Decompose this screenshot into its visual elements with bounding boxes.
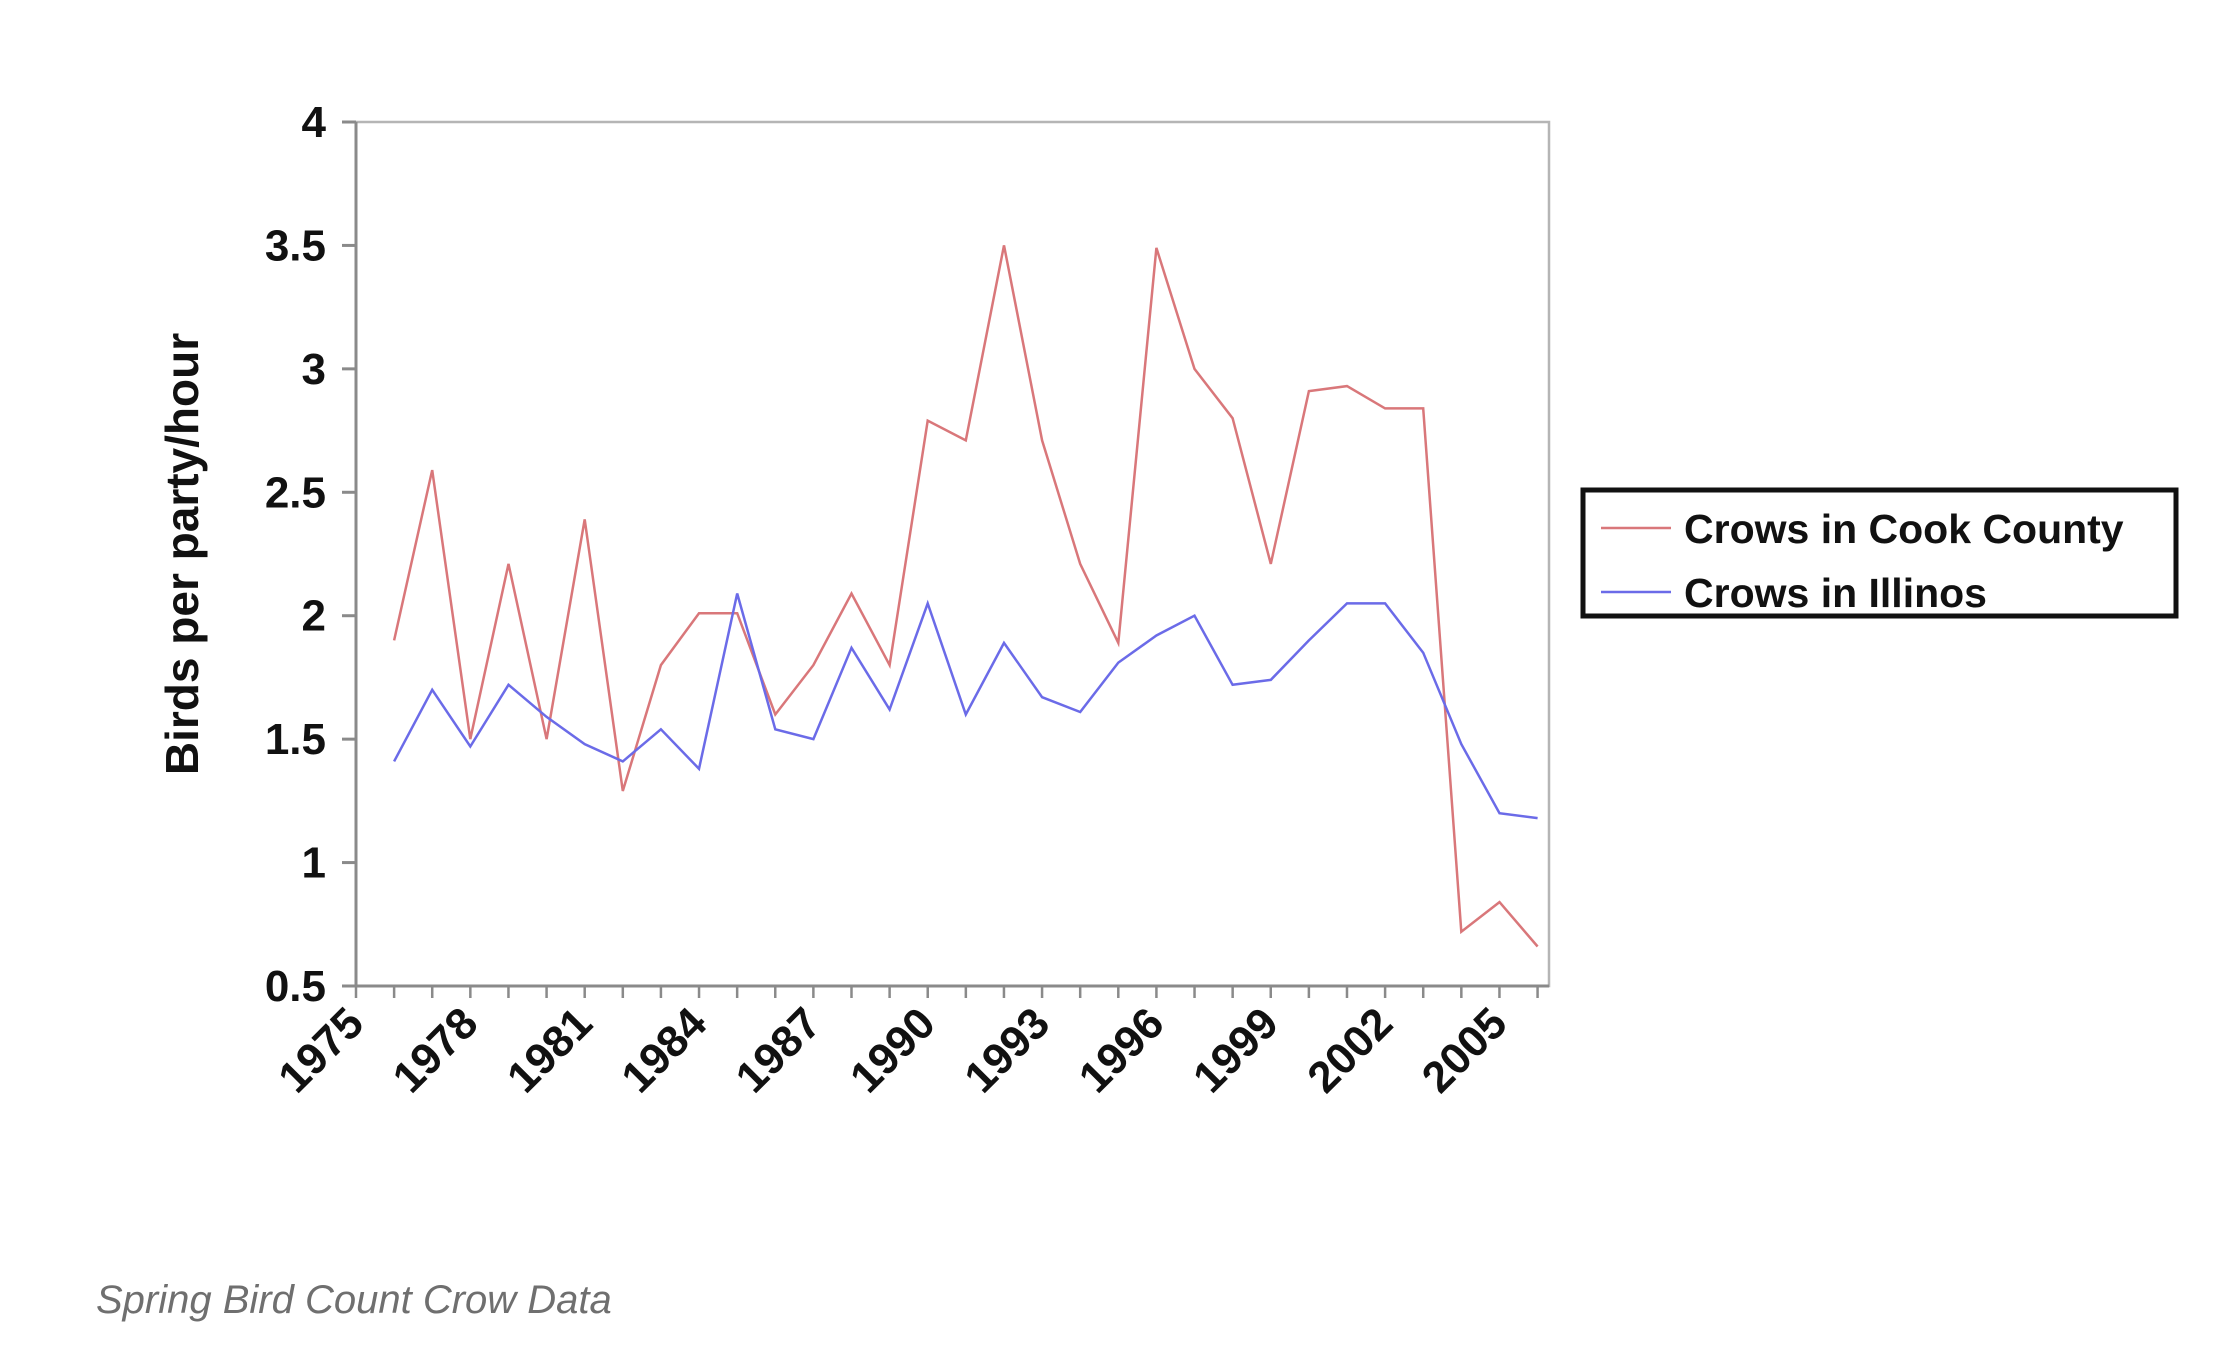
series-line-cook-county (392, 245, 1539, 948)
y-tick-label: 1.5 (265, 715, 326, 764)
y-tick-label: 3 (302, 345, 326, 394)
x-tick-label: 2002 (1298, 998, 1402, 1102)
x-tick-label: 1990 (841, 998, 945, 1102)
y-tick-label: 2.5 (265, 468, 326, 517)
x-tick-label: 1999 (1184, 998, 1288, 1102)
y-tick-label: 3.5 (265, 221, 326, 270)
figure-caption: Spring Bird Count Crow Data (96, 1278, 612, 1322)
y-tick-label: 2 (302, 592, 326, 641)
x-tick-label: 1975 (269, 998, 373, 1102)
y-tick-label: 0.5 (265, 962, 326, 1011)
y-tick-label: 1 (302, 839, 326, 888)
legend-box (1580, 487, 2179, 619)
chart-legend: Crows in Cook County Crows in Illinos (1580, 487, 2179, 619)
y-axis-title: Birds per party/hour (156, 333, 208, 775)
legend-label: Crows in Cook County (1684, 506, 2124, 552)
x-tick-label: 1987 (727, 998, 831, 1102)
x-tick-label: 2005 (1413, 998, 1517, 1102)
x-tick-label: 1993 (955, 998, 1059, 1102)
y-tick-label: 4 (302, 98, 327, 147)
legend-label: Crows in Illinos (1684, 570, 1987, 616)
x-tick-label: 1984 (612, 998, 716, 1102)
plot-area-frame (354, 120, 1551, 988)
x-tick-label: 1981 (498, 998, 602, 1102)
x-tick-label: 1978 (384, 998, 488, 1102)
x-tick-label: 1996 (1070, 998, 1174, 1102)
series-line-illinois (392, 593, 1538, 820)
